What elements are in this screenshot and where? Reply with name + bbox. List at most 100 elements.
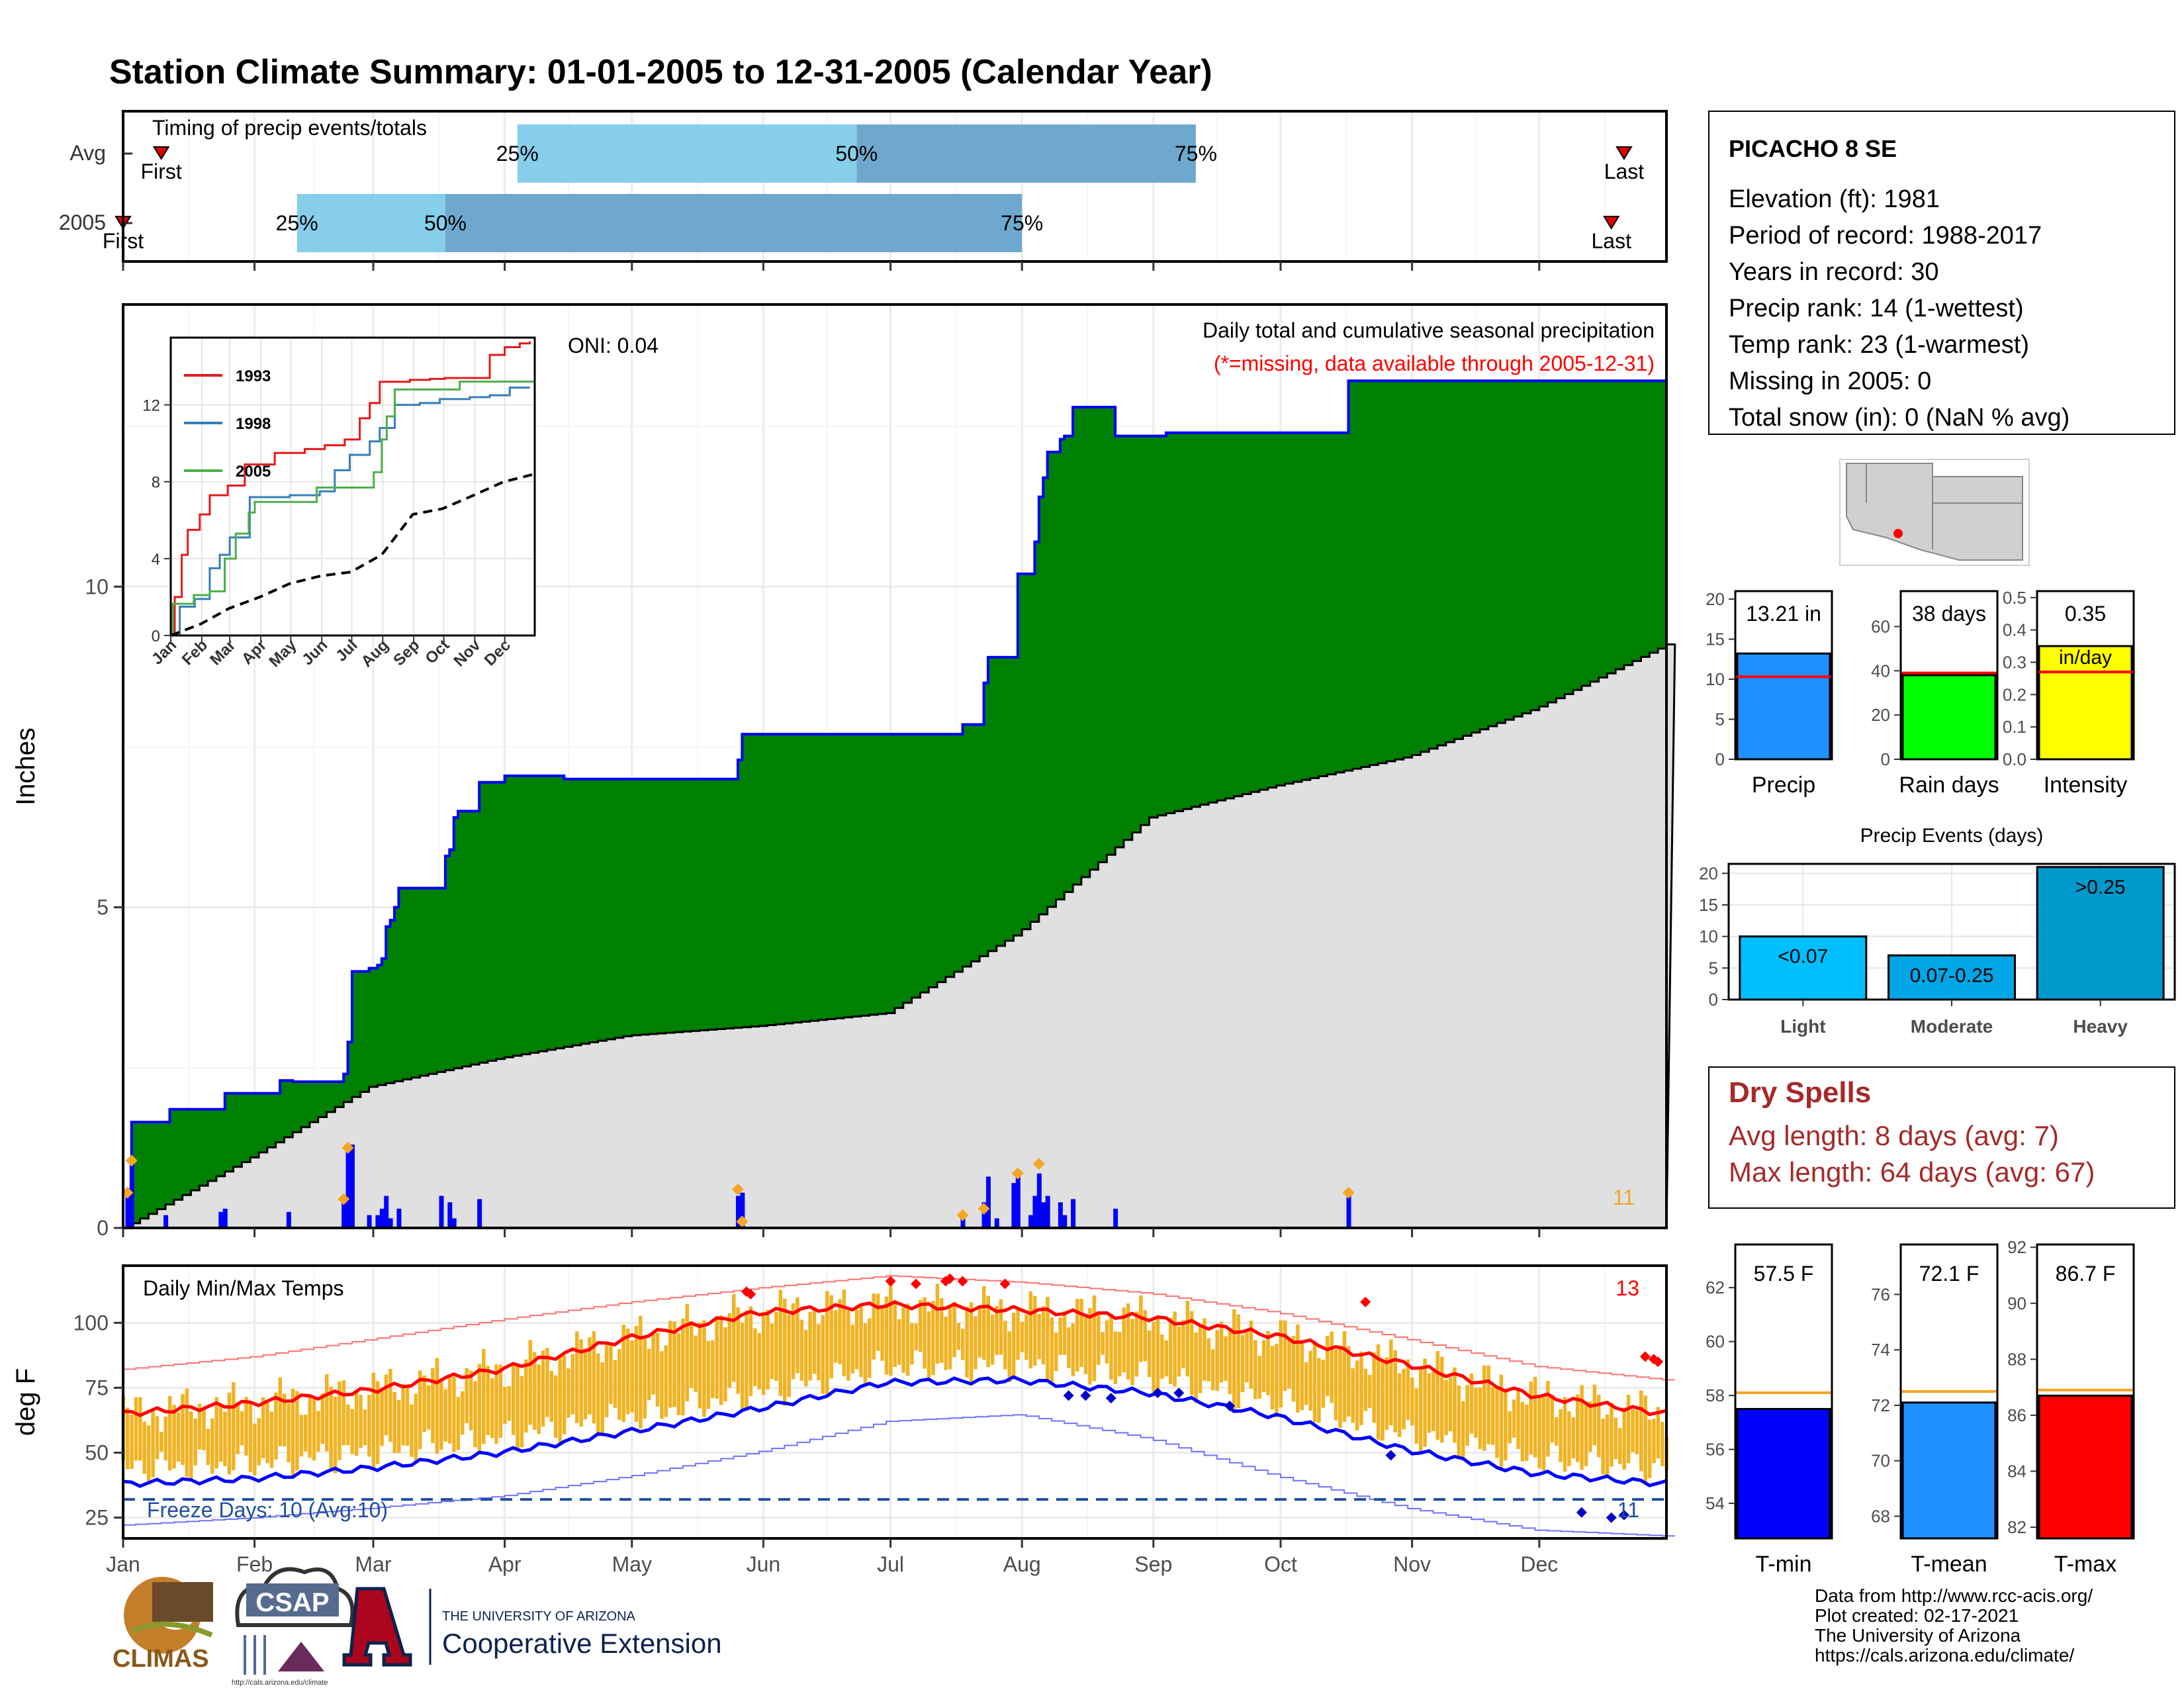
temp-range-bar-323 [1486,1365,1490,1444]
temp-range-bar-140 [711,1340,715,1399]
temp-range-bar-309 [1427,1373,1432,1433]
temp-range-bar-283 [1317,1358,1321,1423]
temp-range-bar-44 [303,1415,308,1452]
bar-ytick-label-0-2: 58 [1706,1385,1725,1405]
temp-range-bar-98 [532,1352,537,1430]
temp-record-high-marker-8 [1360,1296,1371,1307]
daily-precip-bar-25 [1011,1183,1017,1228]
temp-range-bar-204 [982,1286,986,1360]
temp-range-bar-361 [1647,1419,1652,1479]
temp-range-bar-356 [1626,1395,1631,1464]
temp-range-bar-265 [1240,1335,1245,1393]
station-name: PICACHO 8 SE [1729,135,1897,162]
bar-ytick-label-1-3: 60 [1871,616,1890,636]
temp-range-bar-6 [142,1421,147,1474]
temp-ytick-label-2: 75 [85,1376,109,1399]
temp-range-bar-79 [452,1376,456,1452]
daily-precip-bar-29 [1036,1173,1042,1228]
temp-range-bar-9 [155,1416,159,1460]
temp-range-bar-53 [341,1380,346,1446]
temp-range-bar-226 [1075,1299,1079,1372]
month-label-sep: Sep [1134,1552,1172,1576]
temp-range-bar-306 [1414,1388,1419,1444]
temp-range-bar-247 [1164,1340,1169,1377]
timing-first-label-0: First [141,160,182,183]
temp-record-high-marker-9 [1639,1351,1651,1362]
temp-range-bar-331 [1520,1401,1525,1462]
temp-range-bar-272 [1270,1346,1275,1410]
temp-range-bar-193 [935,1284,940,1364]
precip-ytick-label-2: 10 [85,575,109,598]
timing-row-label-2005: 2005 [59,211,106,234]
record-max-line [123,1275,1675,1381]
bar-name-1: T-mean [1911,1552,1987,1577]
dry-spells-box: Dry Spells Avg length: 8 days (avg: 7) M… [1708,1066,2175,1209]
events-category-label-moderate: Moderate [1911,1016,1993,1037]
temp-range-bar-94 [516,1364,520,1450]
inset-legend-label-2005: 2005 [236,463,271,481]
climas-logo-block [152,1582,213,1622]
temp-range-bar-108 [575,1331,579,1423]
temp-range-bar-288 [1338,1345,1342,1429]
precip-panel: 0 5 10 Daily total and cumulative seasonal… [11,261,1676,1240]
temp-range-bars [121,1283,1668,1485]
temp-range-bar-195 [944,1317,948,1370]
daily-precip-bar-7 [345,1150,351,1228]
month-label-apr: Apr [488,1552,522,1576]
temp-range-bar-87 [486,1366,490,1435]
temp-range-bar-329 [1512,1399,1516,1438]
temp-range-bar-362 [1652,1419,1656,1464]
temp-range-bar-163 [808,1311,812,1381]
temp-range-bar-235 [1113,1331,1118,1384]
temp-range-bar-254 [1194,1332,1198,1403]
temp-range-bar-39 [282,1393,287,1446]
temp-range-bar-65 [392,1391,397,1454]
temp-range-bar-133 [681,1318,685,1416]
temp-range-bar-244 [1152,1321,1156,1392]
events-ytick-label-4: 20 [1699,863,1718,883]
bar-name-0: Precip [1752,773,1815,798]
temp-range-bar-297 [1376,1344,1381,1440]
bar-ytick-label-2-0: 82 [2007,1517,2026,1537]
temp-range-bar-266 [1245,1330,1249,1383]
bar-ytick-label-2-5: 0.5 [2003,588,2026,608]
temp-range-bar-71 [418,1370,422,1450]
temp-range-bar-192 [931,1301,935,1376]
temp-range-bar-23 [214,1397,218,1469]
bar-panel-border-1 [1899,1243,1999,1540]
temp-count-bottom: 11 [1617,1498,1639,1522]
temp-range-bar-278 [1296,1324,1300,1413]
temp-range-bar-36 [269,1411,274,1468]
station-line-temp-rank: Temp rank: 23 (1-warmest) [1729,331,2029,359]
oni-label: ONI: 0.04 [568,334,659,357]
avg-max-line [122,1300,1667,1417]
temp-range-bar-5 [138,1397,142,1461]
temp-range-bar-89 [494,1364,498,1444]
temp-range-bar-191 [927,1311,931,1381]
temp-range-bar-232 [1101,1332,1105,1355]
temp-range-bar-170 [838,1299,842,1364]
temp-range-bar-111 [588,1337,592,1415]
temp-range-bar-237 [1122,1307,1126,1373]
temp-range-bar-274 [1279,1320,1283,1408]
daily-precip-bar-23 [985,1176,991,1228]
ua-logo: THE UNIVERSITY OF ARIZONA Cooperative Ex… [342,1587,722,1667]
climas-logo: CLIMAS [113,1577,213,1673]
temp-range-bar-242 [1143,1310,1147,1362]
temp-range-bar-123 [639,1315,643,1429]
temp-range-bar-34 [261,1397,265,1459]
events-bar-moderate [1888,954,2016,1001]
bar-value-1 [1901,1401,1997,1540]
events-ytick-label-1: 5 [1709,958,1718,978]
temp-range-bar-179 [876,1293,880,1351]
temp-range-bar-182 [889,1283,893,1376]
timing-pct-label-1-2: 75% [1001,211,1043,235]
daily-precip-bar-15 [439,1196,444,1228]
precip-record-marker-5 [736,1215,749,1228]
daily-precip-bar-10 [375,1215,381,1228]
temp-range-bar-358 [1635,1409,1639,1454]
temp-bar-panels: 57.5 F 54 56 58 60 62 T-min 72.1 F 68 70 72 74 76 T-m… [1706,1237,2135,1577]
temp-range-bar-124 [643,1336,647,1419]
temp-range-bar-33 [257,1418,261,1466]
